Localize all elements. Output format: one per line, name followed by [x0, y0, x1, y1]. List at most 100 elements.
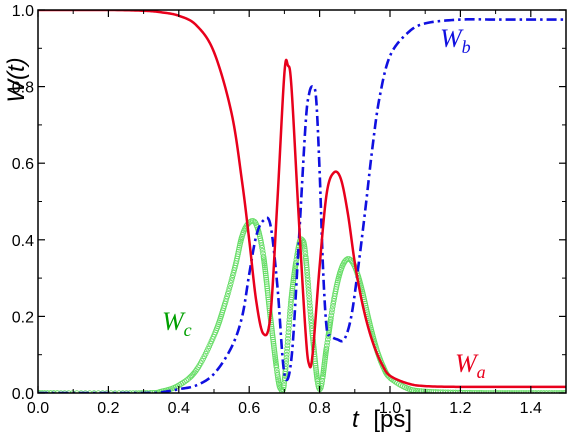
series-wc-point — [293, 256, 300, 263]
series-wc-point — [270, 336, 276, 343]
series-wc-point — [183, 377, 190, 384]
series-wc-point — [44, 390, 51, 393]
series-wc-point — [540, 390, 547, 393]
series-wc-point — [285, 329, 292, 336]
series-wc-point — [50, 390, 57, 393]
series-wc-point — [321, 362, 328, 368]
series-label-wc: Wc — [162, 307, 192, 340]
series-wc-point — [304, 278, 311, 284]
series-wc-point — [133, 390, 139, 393]
series-wc-point — [223, 296, 230, 302]
series-wc-point — [284, 348, 290, 355]
series-wc-point — [78, 390, 84, 393]
series-wc-point — [289, 283, 296, 290]
series-wc-point — [554, 390, 560, 393]
series-wc-point — [269, 330, 276, 336]
series-wc-point — [116, 390, 122, 393]
series-wb-line — [38, 17, 566, 393]
series-wc-point — [328, 309, 335, 316]
series-wc-point — [313, 369, 320, 375]
series-wc-point — [259, 247, 266, 254]
series-wc-point — [269, 334, 276, 341]
series-wc-point — [286, 316, 293, 323]
series-wc-point — [520, 390, 527, 393]
y-tick-label: 0.0 — [12, 386, 34, 403]
series-wc-point — [99, 390, 106, 393]
series-wc — [38, 217, 566, 393]
series-wc-point — [304, 275, 311, 281]
series-wc-point — [281, 382, 287, 389]
series-label-wa: Wa — [455, 349, 486, 382]
series-wc-point — [283, 351, 290, 358]
series-wc-point — [321, 360, 328, 366]
y-axis-title: W(t) — [3, 57, 30, 102]
series-wc-point — [330, 300, 337, 307]
series-wc-point — [302, 248, 308, 254]
series-wc-point — [258, 239, 265, 246]
series-wc-point — [307, 314, 314, 321]
series-wc-point — [535, 390, 542, 393]
series-wc-point — [307, 308, 314, 315]
series-wc-point — [556, 390, 562, 393]
series-wc-point — [290, 279, 297, 286]
series-wc-point — [262, 266, 269, 273]
y-tick-label: 1.0 — [12, 3, 34, 20]
series-wc-point — [306, 296, 313, 302]
series-wb — [38, 17, 566, 393]
series-label-wa-sub: a — [477, 362, 486, 382]
series-wc-point — [272, 355, 279, 361]
ticks-layer — [37, 9, 566, 394]
x-tick-label: 1.4 — [520, 400, 542, 417]
series-wc-point — [284, 342, 291, 349]
series-wc-point — [289, 287, 296, 294]
series-wc-point — [414, 387, 421, 393]
series-wa-line — [38, 10, 566, 389]
series-wc-point — [136, 390, 142, 393]
series-wc-point — [130, 390, 136, 393]
series-wc-point — [65, 390, 72, 393]
series-wc-point — [416, 388, 423, 393]
series-wc-point — [513, 390, 520, 393]
series-wc-point — [271, 349, 278, 355]
series-wc-point — [222, 300, 228, 307]
series-wc-point — [271, 345, 277, 351]
series-wc-point — [54, 390, 61, 393]
x-tick-label: 0.8 — [308, 400, 330, 417]
series-wc-point — [269, 332, 276, 339]
y-tick-label: 0.4 — [12, 233, 34, 250]
series-wc-point — [271, 347, 278, 353]
series-wc-point — [538, 390, 544, 393]
series-wc-point — [227, 280, 234, 286]
series-wc-point — [320, 365, 327, 372]
series-wc-point — [95, 390, 102, 393]
series-wc-point — [551, 390, 558, 393]
series-wc-point — [322, 356, 328, 362]
series-wc-point — [306, 302, 313, 309]
series-label-wb-main: W — [440, 24, 464, 53]
series-wc-point — [321, 364, 327, 370]
series-wc-point — [318, 380, 325, 387]
series-wc-point — [312, 362, 319, 369]
series-wc-point — [304, 269, 310, 276]
series-wc-point — [305, 287, 312, 293]
series-wc-point — [506, 390, 513, 393]
series-wc-point — [270, 343, 277, 349]
series-wc-point — [502, 390, 508, 393]
y-tick-label: 0.8 — [12, 80, 34, 97]
series-wc-point — [289, 285, 296, 292]
series-wa — [38, 10, 566, 389]
series-wc-point — [558, 390, 565, 393]
series-wc-point — [289, 289, 295, 296]
series-wc-point — [301, 243, 308, 250]
series-wc-point — [546, 390, 553, 393]
series-wc-point — [324, 342, 330, 349]
series-wc-point — [328, 315, 334, 322]
series-wc-point — [261, 260, 268, 267]
series-wc-point — [270, 338, 277, 345]
series-wc-point — [38, 390, 43, 393]
series-wc-point — [61, 390, 68, 393]
series-wc-point — [305, 284, 312, 290]
series-wc-point — [509, 390, 515, 393]
series-wc-point — [262, 268, 269, 275]
series-wc-point — [305, 290, 312, 296]
